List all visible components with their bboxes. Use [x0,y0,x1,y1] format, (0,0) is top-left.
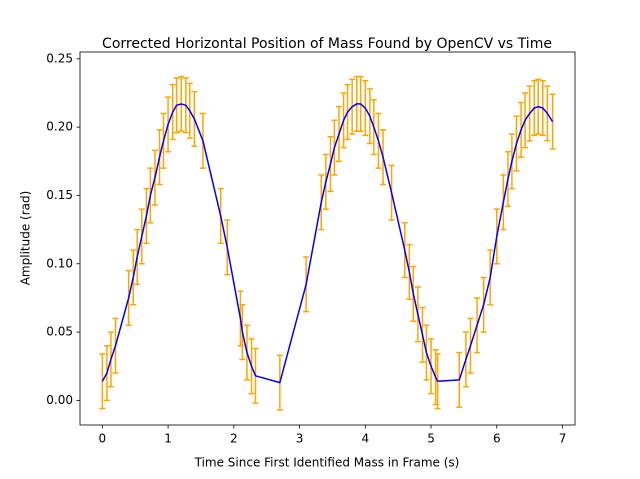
y-tick-label: 0.25 [46,51,73,65]
y-tick-label: 0.20 [46,120,73,134]
x-tick-label: 4 [361,432,369,446]
data-line [101,103,554,384]
y-tick-label: 0.15 [46,188,73,202]
plot-frame [79,51,576,426]
x-tick-label: 1 [164,432,172,446]
y-tick-label: 0.10 [46,256,73,270]
chart-title: Corrected Horizontal Position of Mass Fo… [102,36,552,52]
x-tick-label: 6 [493,432,501,446]
y-axis-label: Amplitude (rad) [19,191,33,286]
x-tick-label: 2 [230,432,238,446]
x-tick-label: 7 [559,432,567,446]
y-tick-label: 0.00 [46,393,73,407]
x-tick-label: 0 [99,432,107,446]
x-tick-label: 3 [296,432,304,446]
x-tick-label: 5 [427,432,435,446]
error-bar [549,93,556,150]
y-tick-label: 0.05 [46,325,73,339]
x-axis-label: Time Since First Identified Mass in Fram… [194,456,460,470]
